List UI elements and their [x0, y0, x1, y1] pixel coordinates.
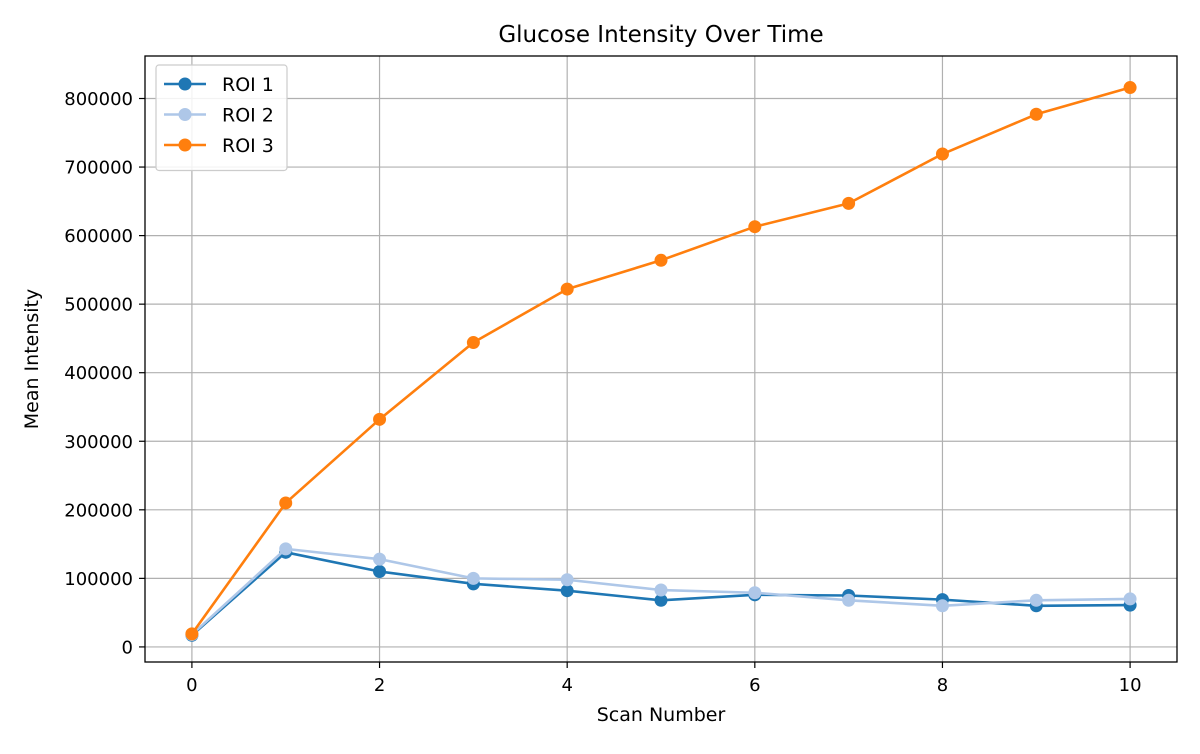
y-tick-label: 800000 — [64, 89, 133, 110]
data-point — [654, 593, 668, 607]
series-3 — [185, 81, 1137, 641]
data-point — [560, 282, 574, 296]
data-point — [935, 147, 949, 161]
data-point — [373, 552, 387, 566]
data-point — [466, 336, 480, 350]
data-point — [654, 583, 668, 597]
data-point — [279, 542, 293, 556]
data-point — [1029, 593, 1043, 607]
y-tick-label: 200000 — [64, 500, 133, 521]
data-point — [560, 573, 574, 587]
chart-title: Glucose Intensity Over Time — [498, 22, 823, 48]
y-axis-label: Mean Intensity — [21, 289, 43, 430]
y-tick-label: 400000 — [64, 363, 133, 384]
data-point — [748, 586, 762, 600]
data-point — [1029, 107, 1043, 121]
data-point — [185, 627, 199, 641]
legend-label: ROI 3 — [222, 135, 274, 157]
x-axis-label: Scan Number — [597, 704, 726, 726]
legend-marker — [178, 138, 192, 152]
y-tick-label: 700000 — [64, 158, 133, 179]
y-tick-label: 500000 — [64, 295, 133, 316]
data-point — [935, 599, 949, 613]
legend[interactable]: ROI 1 ROI 2 ROI 3 — [155, 64, 288, 172]
legend-label: ROI 2 — [222, 105, 274, 127]
data-point — [654, 253, 668, 267]
plot-frame — [144, 55, 1178, 663]
legend-item[interactable]: ROI 3 — [164, 135, 274, 157]
x-tick-label: 0 — [186, 675, 197, 696]
data-point — [748, 220, 762, 234]
x-tick-label: 4 — [561, 675, 572, 696]
series-layer — [185, 81, 1137, 642]
data-point — [373, 565, 387, 579]
x-tick-label: 6 — [749, 675, 760, 696]
data-point — [279, 496, 293, 510]
data-point — [466, 571, 480, 585]
data-point — [1123, 592, 1137, 606]
y-tick-label: 600000 — [64, 226, 133, 247]
data-point — [842, 196, 856, 210]
legend-label: ROI 1 — [222, 74, 274, 96]
legend-item[interactable]: ROI 2 — [164, 105, 274, 127]
data-point — [560, 584, 574, 598]
data-point — [373, 412, 387, 426]
x-tick-label: 10 — [1119, 675, 1142, 696]
data-point — [842, 593, 856, 607]
legend-marker — [178, 77, 192, 91]
x-tick-label: 2 — [374, 675, 385, 696]
x-tick-label: 8 — [937, 675, 948, 696]
data-point — [1123, 81, 1137, 95]
legend-marker — [178, 108, 192, 121]
axis-ticks: 0 2 4 6 8 10 0 100000 200000 300000 400000 500000 60… — [64, 89, 1141, 696]
y-tick-label: 300000 — [64, 432, 133, 453]
y-tick-label: 100000 — [64, 569, 133, 590]
grid — [145, 56, 1177, 662]
y-tick-label: 0 — [122, 637, 133, 658]
legend-item[interactable]: ROI 1 — [164, 74, 274, 96]
